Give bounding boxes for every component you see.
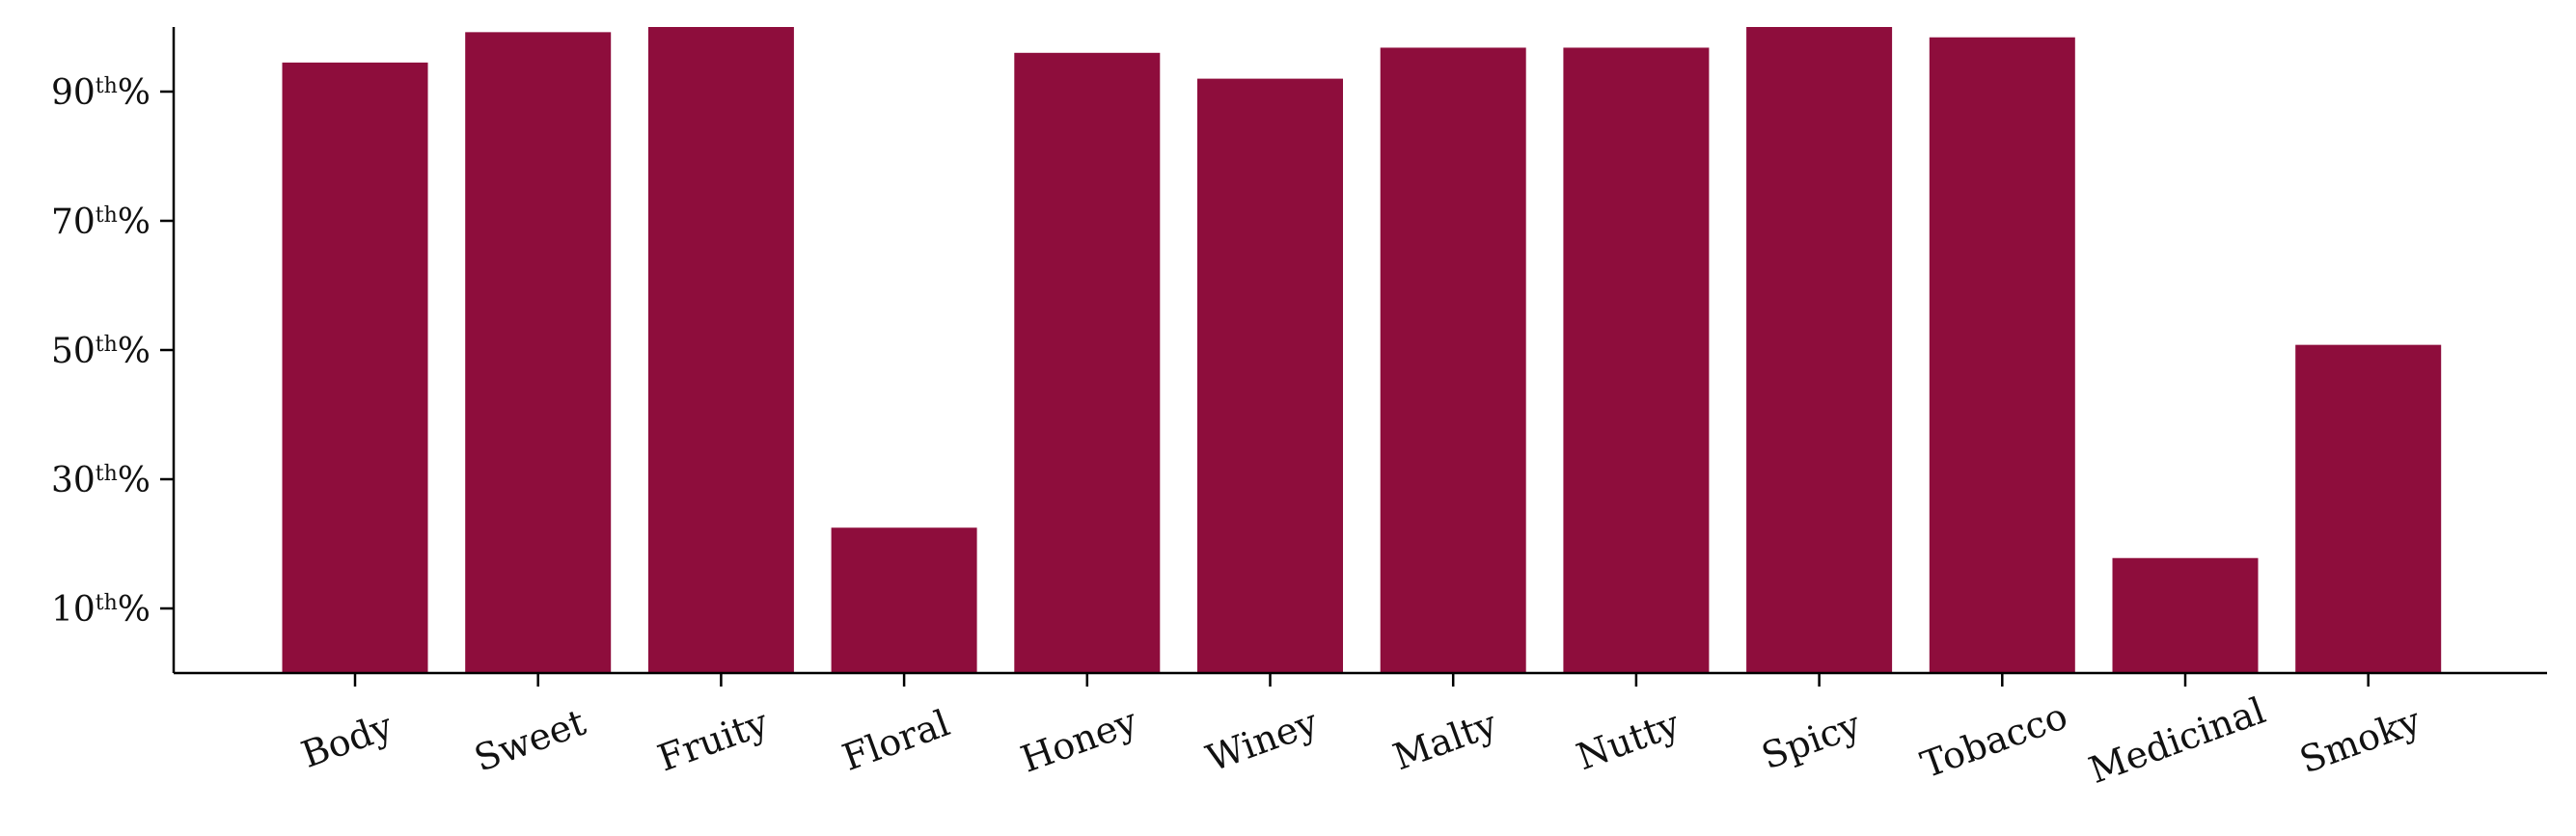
y-tick-label: 30th% — [51, 461, 151, 500]
bar-nutty — [1563, 47, 1710, 673]
x-tick-label: Nutty — [1571, 702, 1685, 778]
y-axis-ticks: 10th% 30th% 50th% 70th% 90th% — [51, 73, 174, 630]
bar-medicinal — [2112, 557, 2259, 673]
y-tick-label: 70th% — [51, 202, 151, 242]
x-axis-ticks: Body Sweet Fruity Floral Honey Winey Malty Nutt… — [296, 673, 2426, 792]
bar-honey — [1014, 52, 1161, 674]
x-tick-label: Fruity — [652, 701, 774, 780]
x-tick-label: Winey — [1201, 701, 1324, 780]
x-tick-label: Smoky — [2294, 699, 2426, 782]
x-tick-label: Floral — [836, 702, 955, 779]
bar-floral — [831, 527, 977, 673]
x-tick-label: Sweet — [469, 701, 591, 780]
bar-malty — [1380, 47, 1526, 673]
x-tick-label: Body — [296, 704, 398, 776]
y-tick-label: 50th% — [51, 332, 151, 371]
x-tick-label: Honey — [1015, 700, 1142, 781]
x-tick-label: Spicy — [1756, 703, 1866, 778]
x-tick-label: Tobacco — [1915, 694, 2072, 786]
x-tick-label: Medicinal — [2083, 689, 2270, 793]
y-tick-label: 90th% — [51, 73, 151, 113]
bar-fruity — [647, 27, 794, 673]
bar-tobacco — [1929, 37, 2075, 674]
bar-winey — [1197, 78, 1343, 674]
bars-group — [282, 27, 2442, 674]
bar-body — [282, 62, 428, 674]
bar-spicy — [1746, 27, 1893, 673]
y-tick-label: 10th% — [51, 590, 151, 630]
bar-sweet — [465, 32, 612, 674]
bar-smoky — [2295, 344, 2442, 673]
x-tick-label: Malty — [1387, 702, 1502, 778]
